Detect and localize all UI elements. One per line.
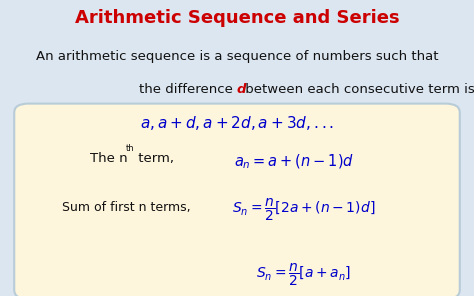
- Text: d: d: [237, 83, 246, 96]
- Text: The n: The n: [90, 152, 128, 165]
- Text: $S_n = \dfrac{n}{2}[2\mathit{a}+(n-1)\mathit{d}]$: $S_n = \dfrac{n}{2}[2\mathit{a}+(n-1)\ma…: [232, 197, 375, 223]
- Text: $a_n = \mathit{a} + (n-1)\mathit{d}$: $a_n = \mathit{a} + (n-1)\mathit{d}$: [234, 152, 354, 171]
- Text: $S_n = \dfrac{n}{2}[\mathit{a}+a_n]$: $S_n = \dfrac{n}{2}[\mathit{a}+a_n]$: [255, 262, 351, 288]
- Text: term,: term,: [134, 152, 173, 165]
- Text: th: th: [126, 144, 134, 153]
- Text: the difference: the difference: [139, 83, 237, 96]
- Text: Arithmetic Sequence and Series: Arithmetic Sequence and Series: [75, 9, 399, 27]
- Text: $\mathit{a}, \mathit{a}+\mathit{d}, \mathit{a}+2\mathit{d}, \mathit{a}+3\mathit{: $\mathit{a}, \mathit{a}+\mathit{d}, \mat…: [140, 114, 334, 132]
- Text: An arithmetic sequence is a sequence of numbers such that: An arithmetic sequence is a sequence of …: [36, 50, 438, 63]
- Text: Sum of first n terms,: Sum of first n terms,: [62, 201, 190, 214]
- Text: between each consecutive term is a constant.: between each consecutive term is a const…: [241, 83, 474, 96]
- FancyBboxPatch shape: [14, 104, 460, 296]
